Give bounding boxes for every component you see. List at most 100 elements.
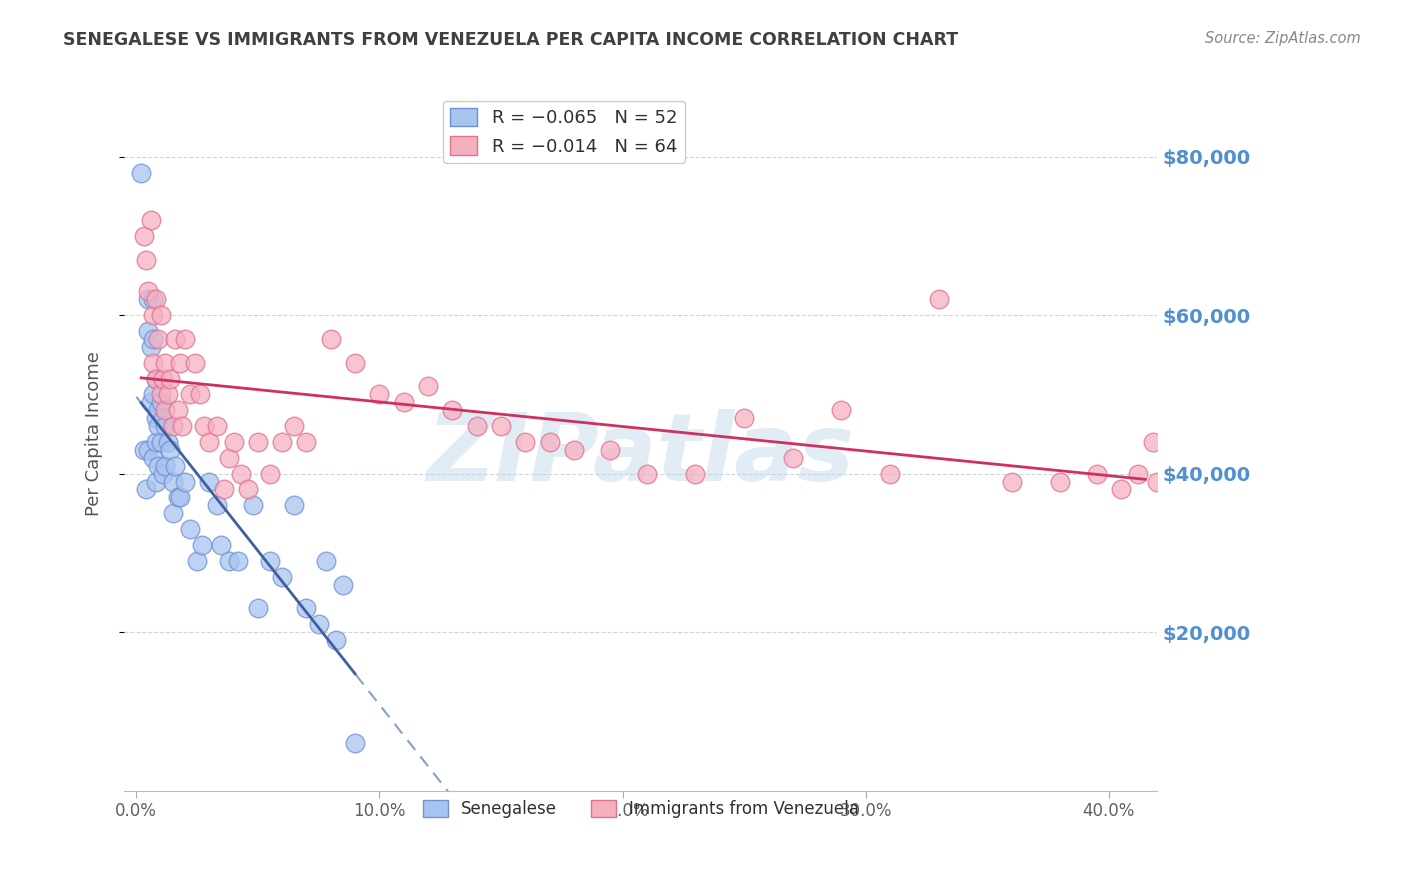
Point (138, 324, 160, 338)
Point (138, 293, 160, 307)
Point (162, 506, 184, 520)
Point (319, 332, 342, 346)
Point (146, 458, 169, 473)
Point (135, 483, 157, 497)
Point (465, 419, 488, 434)
Point (169, 356, 191, 370)
Point (315, 554, 337, 568)
Point (236, 483, 259, 497)
Point (156, 387, 179, 401)
Point (149, 387, 172, 401)
Point (1049, 475, 1071, 489)
Point (599, 442, 621, 457)
Point (368, 387, 391, 401)
Point (1126, 467, 1149, 481)
Point (172, 419, 194, 434)
Point (228, 554, 250, 568)
Point (1146, 475, 1168, 489)
Point (135, 252, 157, 267)
Legend: Senegalese, Immigrants from Venezuela: Senegalese, Immigrants from Venezuela (416, 794, 865, 825)
Point (174, 475, 197, 489)
Point (295, 601, 318, 615)
Point (145, 434, 167, 449)
Point (259, 554, 281, 568)
Point (146, 419, 169, 434)
Point (132, 228, 155, 243)
Point (218, 554, 240, 568)
Point (879, 467, 901, 481)
Text: SENEGALESE VS IMMIGRANTS FROM VENEZUELA PER CAPITA INCOME CORRELATION CHART: SENEGALESE VS IMMIGRANTS FROM VENEZUELA … (63, 31, 959, 49)
Point (188, 387, 211, 401)
Point (155, 458, 177, 473)
Point (142, 293, 165, 307)
Point (149, 434, 172, 449)
Point (636, 467, 658, 481)
Point (259, 467, 281, 481)
Point (222, 434, 245, 449)
Point (142, 332, 165, 346)
Point (146, 403, 169, 417)
Point (332, 577, 354, 591)
Point (1142, 434, 1164, 449)
Point (142, 356, 165, 370)
Point (308, 617, 330, 632)
Point (139, 213, 162, 227)
Point (198, 475, 221, 489)
Point (166, 491, 188, 505)
Point (142, 450, 165, 465)
Point (489, 419, 512, 434)
Point (218, 450, 240, 465)
Point (325, 633, 347, 648)
Point (1085, 467, 1108, 481)
Point (344, 356, 367, 370)
Point (246, 434, 269, 449)
Point (159, 371, 181, 385)
Point (152, 467, 174, 481)
Point (162, 475, 184, 489)
Point (186, 554, 208, 568)
Point (229, 467, 252, 481)
Point (209, 538, 232, 552)
Point (174, 332, 197, 346)
Point (515, 434, 537, 449)
Point (145, 475, 167, 489)
Point (295, 434, 318, 449)
Point (344, 736, 367, 750)
Point (142, 308, 165, 322)
Point (146, 332, 169, 346)
Point (191, 538, 214, 552)
Point (271, 434, 294, 449)
Point (830, 403, 852, 417)
Point (149, 395, 172, 409)
Point (152, 411, 174, 425)
Point (193, 419, 215, 434)
Point (246, 601, 269, 615)
Point (152, 371, 174, 385)
Point (782, 450, 804, 465)
Point (685, 467, 707, 481)
Text: ZIPatlas: ZIPatlas (426, 409, 855, 501)
Point (165, 458, 187, 473)
Point (155, 403, 177, 417)
Point (271, 569, 294, 583)
Point (441, 403, 464, 417)
Point (156, 434, 179, 449)
Point (129, 165, 152, 179)
Point (145, 293, 167, 307)
Point (132, 442, 155, 457)
Point (166, 403, 188, 417)
Point (179, 387, 201, 401)
Point (155, 356, 177, 370)
Point (242, 499, 264, 513)
Point (162, 419, 184, 434)
Y-axis label: Per Capita Income: Per Capita Income (86, 351, 103, 516)
Point (1000, 475, 1022, 489)
Point (138, 442, 160, 457)
Point (145, 371, 167, 385)
Point (145, 411, 167, 425)
Point (149, 308, 172, 322)
Point (283, 419, 305, 434)
Point (139, 395, 162, 409)
Point (928, 293, 950, 307)
Point (562, 442, 585, 457)
